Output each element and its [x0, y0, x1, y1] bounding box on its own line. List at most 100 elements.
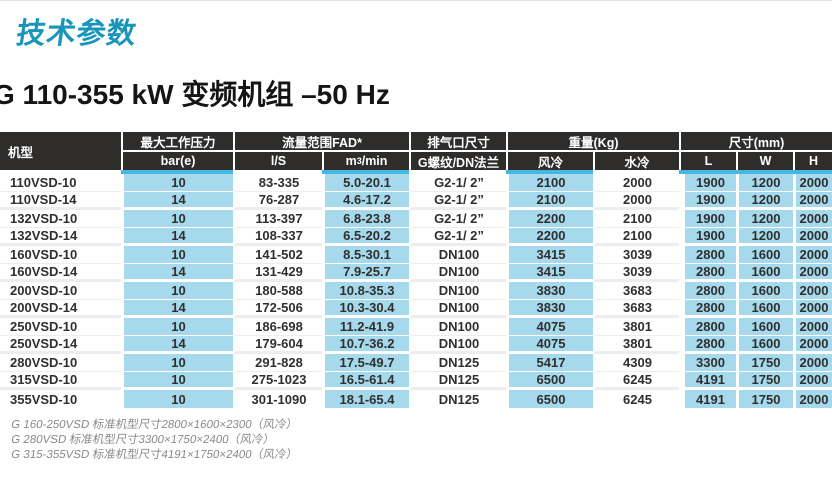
data-cell: 2000: [793, 282, 832, 300]
data-cell: 10: [121, 372, 233, 390]
column-header-ls: l/S: [233, 150, 322, 170]
data-cell: 17.5-49.7: [322, 354, 409, 372]
data-cell: 5.0-20.1: [322, 174, 409, 192]
data-cell: 186-698: [233, 318, 322, 336]
data-cell: 7.9-25.7: [322, 264, 409, 282]
data-cell: 2800: [679, 246, 736, 264]
column-group-flow-range: 流量范围FAD*: [233, 132, 409, 150]
data-cell: 1750: [736, 390, 793, 408]
data-cell: 3683: [593, 282, 679, 300]
page-title: 技术参数: [14, 18, 139, 50]
data-cell: 2000: [793, 264, 832, 282]
data-cell: 172-506: [233, 300, 322, 318]
column-group-dimensions: 尺寸(mm): [679, 132, 832, 150]
data-cell: 291-828: [233, 354, 322, 372]
data-cell: 2800: [679, 300, 736, 318]
data-cell: 11.2-41.9: [322, 318, 409, 336]
data-cell: 1900: [679, 192, 736, 210]
data-cell: 6.8-23.8: [322, 210, 409, 228]
data-cell: 3830: [506, 282, 593, 300]
data-cell: G2-1/ 2”: [409, 228, 506, 246]
data-cell: 10: [121, 390, 233, 408]
data-cell: 301-1090: [233, 390, 322, 408]
data-cell: 3683: [593, 300, 679, 318]
data-cell: 2000: [793, 390, 832, 408]
data-cell: 3300: [679, 354, 736, 372]
data-cell: 6245: [593, 372, 679, 390]
data-cell: 6500: [506, 372, 593, 390]
model-cell: 160VSD-10: [0, 246, 121, 264]
data-cell: 2100: [506, 174, 593, 192]
data-cell: 2100: [593, 228, 679, 246]
column-header-water-cooled: 水冷: [593, 150, 679, 170]
model-cell: 132VSD-10: [0, 210, 121, 228]
spec-table: 机型 最大工作压力 流量范围FAD* 排气口尺寸 重量(Kg) 尺寸(mm) b…: [0, 132, 832, 408]
data-cell: 14: [121, 300, 233, 318]
data-cell: 83-335: [233, 174, 322, 192]
data-cell: DN100: [409, 264, 506, 282]
data-cell: 4191: [679, 390, 736, 408]
data-cell: 3039: [593, 264, 679, 282]
data-cell: 3830: [506, 300, 593, 318]
data-cell: 2000: [793, 228, 832, 246]
column-header-model: 机型: [0, 132, 121, 170]
data-cell: 3415: [506, 264, 593, 282]
data-cell: 113-397: [233, 210, 322, 228]
data-cell: 10.7-36.2: [322, 336, 409, 354]
data-cell: 3801: [593, 318, 679, 336]
data-cell: G2-1/ 2”: [409, 210, 506, 228]
data-cell: 1600: [736, 300, 793, 318]
data-cell: 1200: [736, 210, 793, 228]
data-cell: 1600: [736, 318, 793, 336]
data-cell: 2800: [679, 318, 736, 336]
model-cell: 280VSD-10: [0, 354, 121, 372]
data-cell: 1900: [679, 174, 736, 192]
model-cell: 110VSD-10: [0, 174, 121, 192]
data-cell: 18.1-65.4: [322, 390, 409, 408]
data-cell: 4309: [593, 354, 679, 372]
data-cell: 10: [121, 354, 233, 372]
model-cell: 200VSD-14: [0, 300, 121, 318]
data-cell: 4191: [679, 372, 736, 390]
data-cell: DN100: [409, 282, 506, 300]
data-cell: 1750: [736, 372, 793, 390]
data-cell: 8.5-30.1: [322, 246, 409, 264]
data-cell: 3039: [593, 246, 679, 264]
column-header-width: W: [736, 150, 793, 170]
data-cell: 10.8-35.3: [322, 282, 409, 300]
data-cell: 1600: [736, 336, 793, 354]
column-header-height: H: [793, 150, 832, 170]
data-cell: 2200: [506, 210, 593, 228]
data-cell: 180-588: [233, 282, 322, 300]
data-cell: 10: [121, 174, 233, 192]
data-cell: DN100: [409, 336, 506, 354]
data-cell: 1600: [736, 246, 793, 264]
data-cell: 2000: [793, 246, 832, 264]
data-cell: 2000: [593, 192, 679, 210]
column-header-length: L: [679, 150, 736, 170]
data-cell: 141-502: [233, 246, 322, 264]
data-cell: 2000: [793, 354, 832, 372]
data-cell: 14: [121, 264, 233, 282]
data-cell: 2000: [793, 300, 832, 318]
data-cell: 1200: [736, 192, 793, 210]
data-cell: 10.3-30.4: [322, 300, 409, 318]
data-cell: 14: [121, 192, 233, 210]
data-cell: 2100: [506, 192, 593, 210]
data-cell: 275-1023: [233, 372, 322, 390]
header-accent-strip: [793, 170, 832, 174]
data-cell: 4075: [506, 318, 593, 336]
data-cell: 2000: [793, 210, 832, 228]
data-cell: DN125: [409, 372, 506, 390]
footnote-line: G 160-250VSD 标准机型尺寸2800×1600×2300（风冷）: [10, 419, 299, 431]
data-cell: 1900: [679, 228, 736, 246]
data-cell: 10: [121, 246, 233, 264]
product-range-heading: G 110-355 kW 变频机组 –50 Hz: [0, 79, 390, 110]
model-cell: 250VSD-14: [0, 336, 121, 354]
data-cell: 2100: [593, 210, 679, 228]
data-cell: 10: [121, 282, 233, 300]
column-header-thread-flange: G螺纹/DN法兰: [409, 150, 506, 170]
column-group-outlet-size: 排气口尺寸: [409, 132, 506, 150]
footnote-line: G 315-355VSD 标准机型尺寸4191×1750×2400（风冷）: [10, 449, 299, 461]
